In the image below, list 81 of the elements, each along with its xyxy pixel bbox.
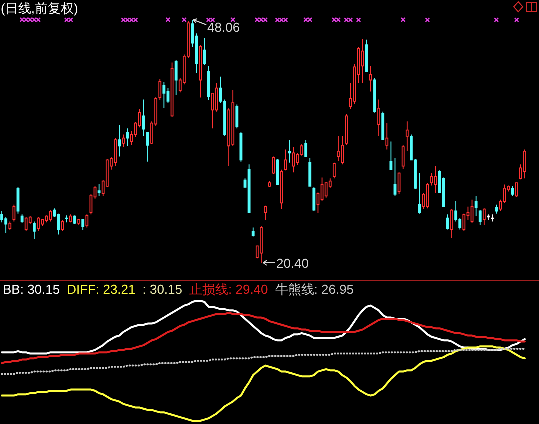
- legend-item: 止损线: 29.40: [190, 282, 268, 297]
- candlestick: [332, 162, 336, 180]
- candlestick: [33, 221, 36, 240]
- candlestick: [369, 66, 372, 92]
- candlestick: [284, 149, 288, 172]
- candlestick: [390, 141, 393, 170]
- candlestick: [446, 214, 450, 230]
- candlestick: [82, 218, 85, 231]
- candlestick: [394, 158, 397, 197]
- title: (日线,前复权): [1, 1, 78, 16]
- candlestick: [146, 132, 150, 162]
- candlestick: [434, 166, 438, 194]
- candlestick: [24, 216, 28, 232]
- candlestick: [203, 38, 206, 66]
- candlestick: [482, 208, 486, 226]
- candlestick: [236, 104, 239, 130]
- candlestick: [69, 214, 72, 224]
- candlestick: [426, 182, 430, 210]
- candlestick: [240, 132, 243, 162]
- candlestick: [304, 140, 308, 158]
- candlestick: [199, 44, 202, 98]
- candlestick: [122, 134, 126, 148]
- candlestick: [378, 99, 380, 137]
- candlestick: [495, 204, 498, 214]
- candlestick: [268, 180, 272, 188]
- candlestick: [61, 220, 64, 232]
- candlestick: [288, 140, 292, 164]
- candlestick: [20, 214, 24, 224]
- candlestick: [12, 204, 16, 222]
- candlestick: [487, 214, 490, 220]
- candlestick: [114, 138, 117, 167]
- candlestick: [418, 172, 422, 214]
- candlestick: [292, 146, 296, 174]
- candlestick: [118, 124, 122, 158]
- candlestick: [126, 128, 130, 147]
- candlestick: [264, 205, 267, 220]
- candlestick: [8, 221, 12, 231]
- candlestick: [170, 62, 174, 118]
- candlestick: [478, 210, 482, 226]
- candlestick: [142, 99, 146, 137]
- candlestick: [37, 216, 40, 232]
- candlestick: [382, 111, 385, 140]
- candlestick: [86, 214, 89, 228]
- candlestick: [524, 149, 526, 180]
- candlestick: [406, 121, 409, 152]
- candlestick: [491, 214, 494, 222]
- legend-item: 牛熊线: 26.95: [275, 282, 354, 297]
- candlestick: [345, 114, 348, 146]
- candlestick: [162, 82, 166, 109]
- candlestick: [276, 158, 280, 186]
- candlestick: [49, 210, 52, 222]
- candlestick: [78, 218, 81, 226]
- legend-item: BB: 30.15: [3, 282, 60, 297]
- candlestick: [515, 182, 518, 198]
- candlestick: [386, 122, 389, 150]
- candlestick: [272, 156, 276, 175]
- note: 20.40: [276, 256, 310, 271]
- candlestick: [248, 164, 251, 214]
- legend-item: : 30.15: [142, 282, 183, 297]
- candlestick: [365, 39, 368, 73]
- candlestick: [174, 60, 178, 96]
- candlestick: [341, 136, 344, 166]
- note: 48.06: [208, 20, 240, 35]
- candlestick: [324, 182, 328, 198]
- candlestick: [398, 172, 401, 195]
- candlestick: [450, 208, 454, 239]
- candlestick: [374, 78, 376, 114]
- candlestick: [361, 38, 364, 84]
- candlestick: [337, 136, 340, 162]
- legend-item: DIFF: 23.21: [67, 282, 136, 297]
- candlestick: [511, 186, 514, 197]
- candlestick: [252, 227, 255, 238]
- candlestick: [312, 186, 316, 212]
- candlestick: [65, 215, 68, 224]
- candlestick: [98, 184, 101, 197]
- candlestick: [158, 78, 162, 101]
- candlestick: [260, 226, 263, 264]
- candlestick: [74, 215, 76, 225]
- candlestick: [474, 196, 478, 217]
- candlestick: [402, 144, 405, 170]
- candlestick: [308, 158, 312, 187]
